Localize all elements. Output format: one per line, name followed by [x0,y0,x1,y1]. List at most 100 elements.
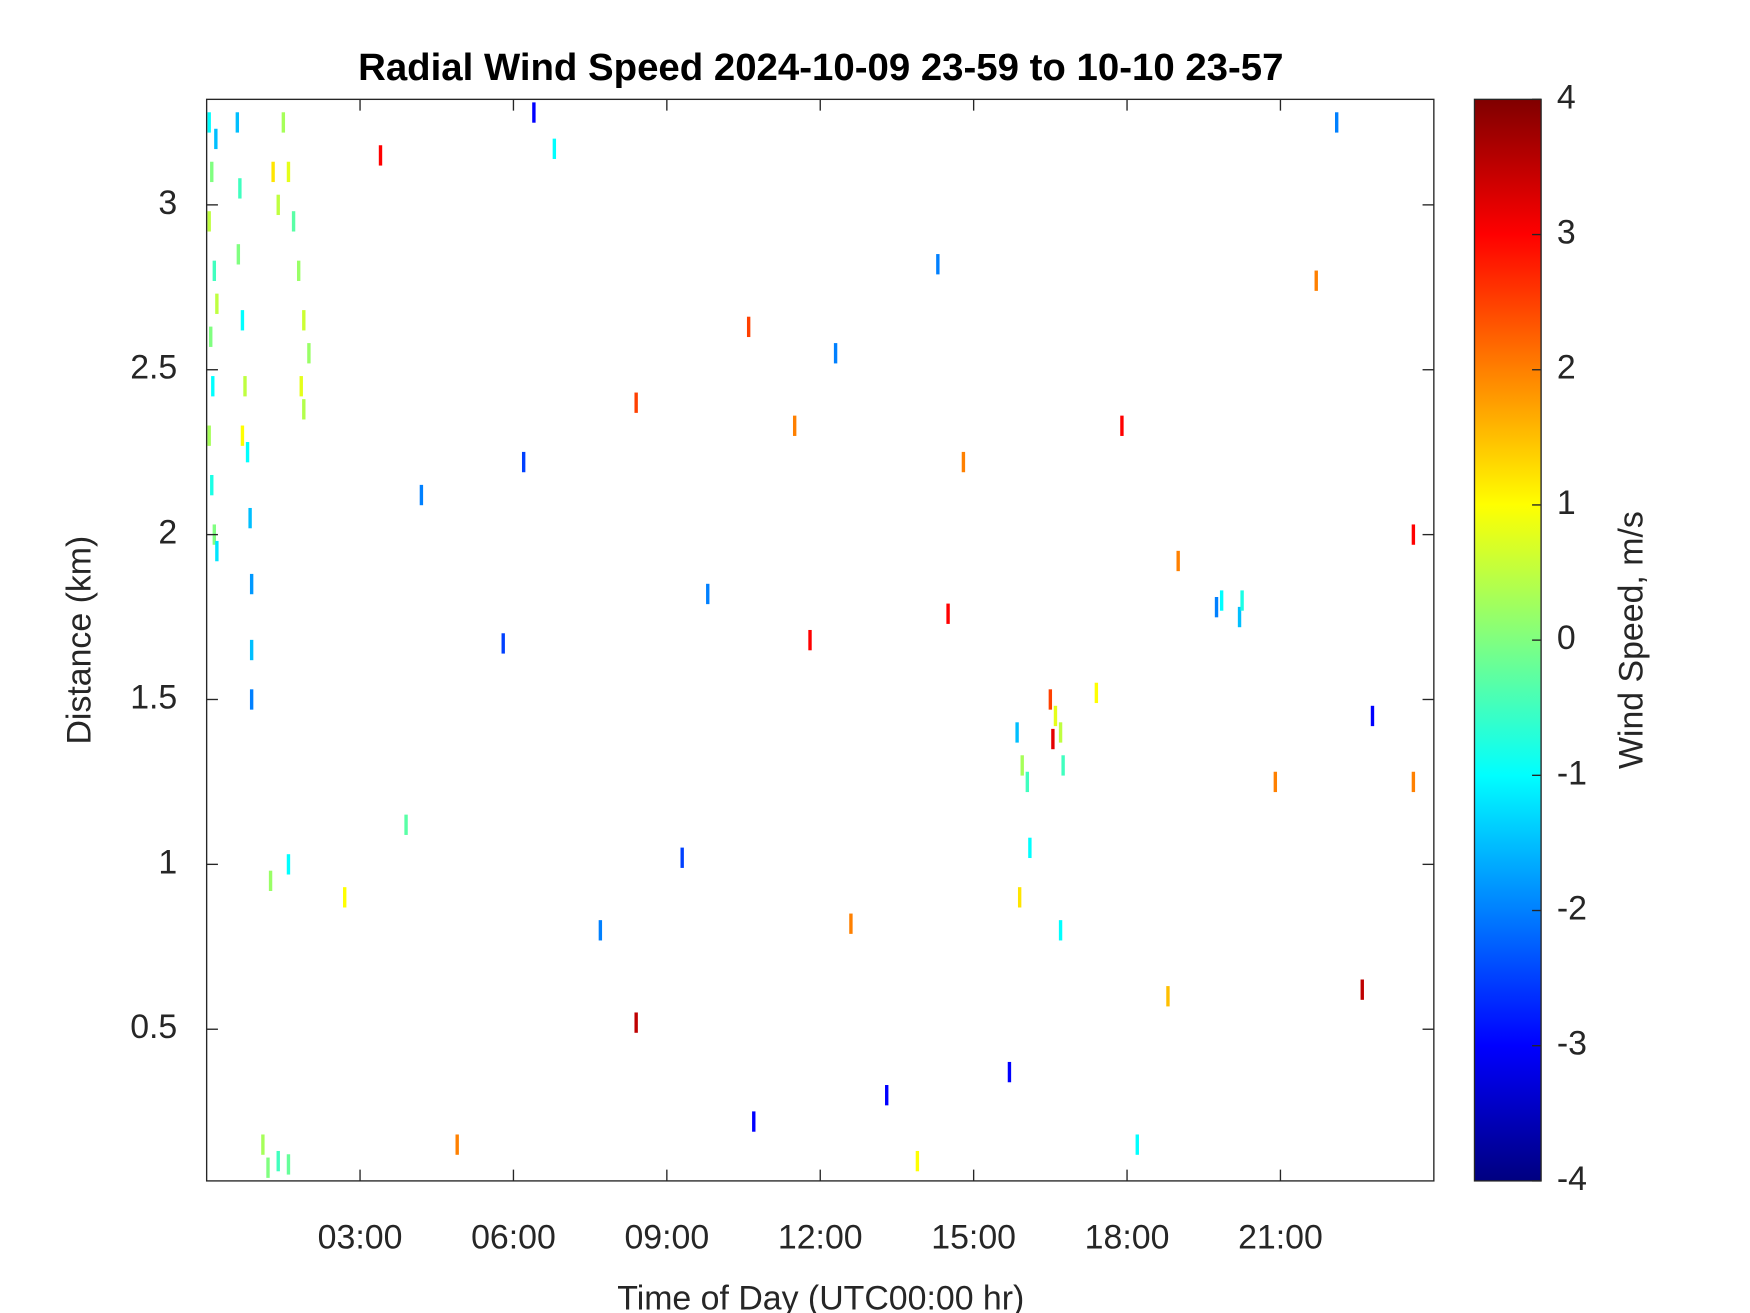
heat-cell [210,161,214,183]
heat-cell [343,887,347,908]
heat-cell [243,376,247,397]
colorbar-label: Wind Speed, m/s [1613,511,1651,769]
heat-cell [214,128,218,150]
heat-cell [249,689,254,710]
heat-cell [1007,1061,1012,1083]
y-tick-label: 2 [158,514,177,552]
heat-cell [281,112,286,133]
heat-cell [849,913,853,934]
heat-cell [419,484,424,506]
plot-area [207,102,1416,1178]
heat-cell [302,310,306,331]
y-tick-label: 2.5 [130,349,177,387]
colorbar-tick-label: 0 [1557,619,1576,657]
heat-cell [532,102,536,123]
heat-cell [946,603,950,624]
heat-cell [1025,771,1030,793]
heat-cell [1120,415,1124,436]
heat-cell [286,854,291,875]
heat-cell [1061,755,1065,776]
colorbar-tick-label: 3 [1557,213,1576,251]
heat-cell [299,376,303,397]
heat-cell [1176,550,1180,572]
colorbar-tick-label: -4 [1557,1160,1587,1198]
heat-cell [792,415,797,436]
heat-cell [236,244,241,265]
heat-cell [307,343,311,364]
heat-cell [207,112,211,133]
heat-cell [286,1154,291,1175]
heat-cell [207,425,211,446]
heat-cell [1411,771,1416,793]
heat-cell [1166,986,1170,1007]
heat-cell [1058,920,1063,941]
heat-cell [833,343,838,364]
colorbar-tick-label: -2 [1557,889,1587,927]
heat-cell [240,310,245,331]
heat-cell [936,254,940,275]
heat-cell [248,507,252,529]
heat-cell [885,1085,889,1106]
heat-cell [249,639,254,661]
heat-cell [634,392,638,413]
heat-cell [268,870,273,892]
heat-cell [1028,837,1032,859]
heat-cell [1051,728,1055,750]
heat-cell [706,583,710,605]
heat-cell [634,1012,638,1033]
heat-cell [296,260,301,281]
heat-cell [1411,524,1416,545]
heat-cell [961,451,966,473]
heat-cell [746,316,751,338]
y-axis-label: Distance (km) [60,536,98,745]
heat-cell [1017,887,1022,908]
heat-cell [1360,979,1364,1000]
heat-cell [276,1150,280,1172]
heat-cell [752,1111,756,1132]
x-axis-label: Time of Day (UTC00:00 hr) [617,1280,1024,1313]
x-tick-label: 09:00 [624,1219,709,1257]
heat-cell [404,814,408,835]
x-tick-label: 03:00 [318,1219,403,1257]
x-tick-label: 21:00 [1238,1219,1323,1257]
heat-cell [1048,689,1053,710]
colorbar-tick-label: 2 [1557,349,1576,387]
heat-cell [915,1150,920,1172]
heat-cell [680,847,684,868]
heat-cell [286,161,291,183]
heat-cell [808,629,812,651]
heat-cell [261,1134,265,1155]
heat-cell [271,161,275,183]
heat-cell [598,920,603,941]
x-tick-label: 15:00 [931,1219,1016,1257]
heat-cell [302,399,306,420]
heat-cell [211,376,215,397]
heat-cell [238,178,242,199]
heat-cell [1015,722,1019,743]
heat-cell [1314,270,1318,291]
heat-cell [455,1134,459,1155]
heat-cell [521,451,526,473]
heat-cell [1053,705,1058,727]
heat-cell [552,138,557,159]
heat-cell [212,260,217,281]
colorbar-tick-label: -1 [1557,754,1587,792]
heat-cell [240,425,245,446]
heat-cell [210,474,214,496]
heat-cell [215,540,219,562]
colorbar-tick-label: 4 [1557,78,1576,116]
x-tick-label: 18:00 [1085,1219,1170,1257]
colorbar-tick-label: 1 [1557,484,1576,522]
heat-cell [235,112,240,133]
heat-cell [1020,755,1024,776]
heat-cell [1334,112,1339,133]
chart-title: Radial Wind Speed 2024-10-09 23-59 to 10… [358,46,1283,89]
heat-cell [266,1157,270,1178]
y-tick-label: 3 [158,184,177,222]
heat-cell [1094,682,1099,704]
heat-cell [209,326,213,347]
heat-cell [1214,596,1219,618]
heat-cell [1240,590,1244,611]
